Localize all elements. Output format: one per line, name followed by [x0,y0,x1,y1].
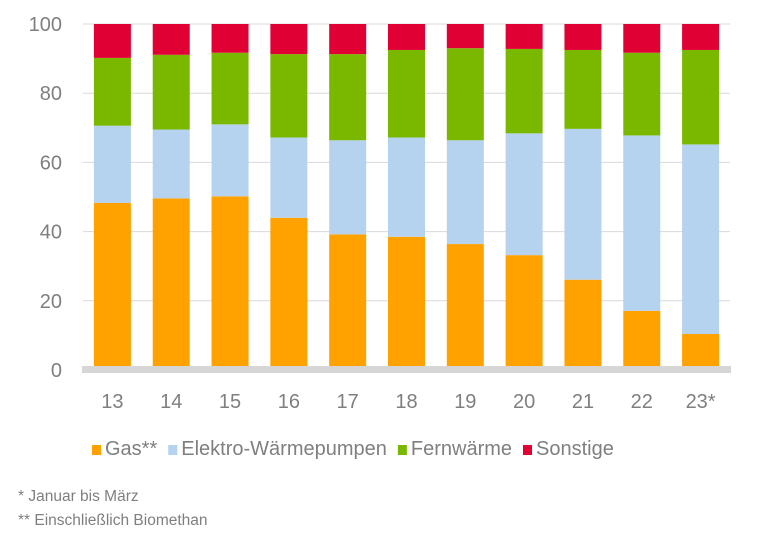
bar-segment-elektrowrmepumpen [93,125,131,203]
bar-segment-elektrowrmepumpen [505,133,543,256]
footnote-1: * Januar bis März [18,488,139,505]
legend-swatch [92,445,101,455]
bar-segment-fernwrme [682,49,720,145]
bar-segment-fernwrme [564,49,602,129]
x-tick-label: 17 [337,391,359,413]
legend-swatch [397,445,407,455]
bar-segment-sonstige [446,24,484,49]
bar-segment-sonstige [388,24,425,50]
bar-segment-sonstige [564,24,602,50]
x-tick-label: 16 [278,391,300,413]
bar-segment-gas [270,217,308,370]
bar-segment-gas [564,279,602,370]
bar-segment-elektrowrmepumpen [329,140,367,235]
y-tick-label: 80 [40,83,62,105]
bar-segment-sonstige [329,24,367,55]
bar-segment-elektrowrmepumpen [270,137,308,218]
bar-segment-sonstige [505,24,543,49]
bar-segment-fernwrme [211,52,249,125]
bar-segment-gas [329,234,367,370]
bar-segment-elektrowrmepumpen [152,129,190,199]
x-tick-label: 13 [101,391,123,413]
x-tick-label: 18 [395,391,417,413]
bar-segment-elektrowrmepumpen [623,135,661,311]
bar-segment-sonstige [270,24,308,55]
bar-segment-sonstige [152,24,190,55]
y-tick-label: 40 [40,222,62,244]
bar-segment-sonstige [682,24,720,50]
x-tick-label: 15 [219,391,241,413]
x-tick-label: 22 [631,391,653,413]
bar-segment-fernwrme [329,54,367,141]
legend-swatch [168,445,178,455]
bar-segment-gas [388,236,425,370]
bar-segment-fernwrme [93,57,131,126]
legend-label: Elektro-Wärmepumpen [181,438,387,460]
y-tick-label: 20 [40,291,62,313]
legend-swatch [523,445,533,455]
bar-segment-fernwrme [270,54,308,138]
bar-segment-gas [93,202,131,370]
bar-segment-gas [152,198,190,370]
bar-segment-gas [505,255,543,370]
bar-segment-sonstige [623,24,661,53]
legend-label: Sonstige [536,438,614,460]
bar-segment-elektrowrmepumpen [682,144,720,335]
bar-segment-gas [446,244,484,370]
x-tick-label: 21 [572,391,594,413]
x-tick-label: 23* [686,391,716,413]
legend-label: Fernwärme [411,438,512,460]
bar-segment-fernwrme [623,52,661,136]
x-tick-label: 19 [454,391,476,413]
bar-segment-elektrowrmepumpen [211,124,249,197]
bar-segment-sonstige [211,24,249,53]
bar-segment-gas [211,196,249,370]
x-tick-label: 14 [160,391,182,413]
y-tick-label: 60 [40,152,62,174]
footnote-2: ** Einschließlich Biomethan [18,512,208,529]
bar-segment-gas [682,334,720,370]
x-axis [82,366,731,373]
legend-label: Gas** [105,438,157,460]
bar-segment-sonstige [93,24,131,58]
x-tick-label: 20 [513,391,535,413]
bar-segment-elektrowrmepumpen [388,137,425,237]
bar-segment-gas [623,310,661,370]
stacked-bar-chart: 0 20 40 60 80 100 13 14 15 16 17 18 19 20 21 22 23* Gas**… [29,14,731,460]
y-tick-label: 0 [51,360,62,382]
bar-segment-fernwrme [505,48,543,134]
bar-segment-fernwrme [388,49,425,138]
bar-segment-fernwrme [152,54,190,130]
bar-segment-elektrowrmepumpen [446,140,484,245]
bar-segment-fernwrme [446,48,484,141]
y-tick-label: 100 [29,14,62,36]
bar-segment-elektrowrmepumpen [564,128,602,280]
